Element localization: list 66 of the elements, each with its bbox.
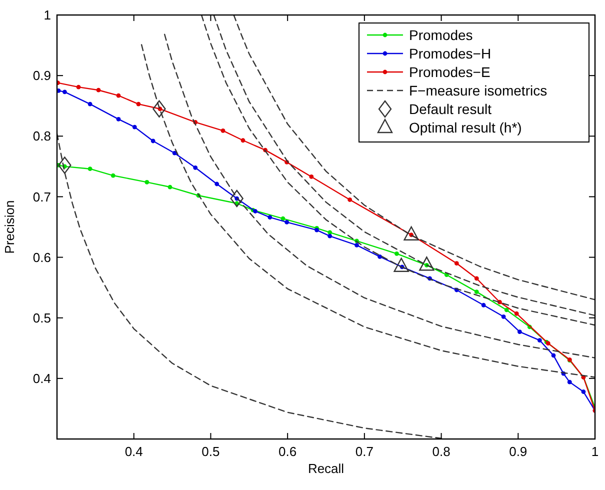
point xyxy=(253,209,258,214)
point xyxy=(551,353,556,358)
point xyxy=(481,302,486,308)
x-tick-label: 0.5 xyxy=(202,444,220,459)
y-tick-label: 0.8 xyxy=(32,128,51,144)
point xyxy=(501,314,506,319)
point xyxy=(348,198,352,202)
x-tick-label: 0.4 xyxy=(124,444,143,459)
y-axis-title: Precision xyxy=(2,200,17,254)
point xyxy=(96,88,101,92)
legend-label: F−measure isometrics xyxy=(409,82,548,98)
legend-label: Promodes−E xyxy=(409,64,490,80)
legend-label: Default result xyxy=(409,100,492,117)
point xyxy=(220,128,226,133)
y-tick-label: 1 xyxy=(44,8,51,23)
y-tick-label: 0.7 xyxy=(32,189,51,204)
point xyxy=(309,174,314,179)
point xyxy=(230,190,244,208)
point xyxy=(58,156,72,174)
point xyxy=(581,390,586,394)
point xyxy=(240,138,246,143)
point xyxy=(517,330,522,334)
point xyxy=(284,220,290,224)
x-axis-title: Recall xyxy=(308,461,344,476)
point xyxy=(504,308,509,312)
point xyxy=(57,88,61,93)
x-tick-label: 0.9 xyxy=(509,444,528,459)
legend-label: Promodes xyxy=(409,26,473,43)
x-tick-label: 0.8 xyxy=(432,444,450,459)
point xyxy=(268,215,272,220)
legend-label: Optimal result (h*) xyxy=(409,119,522,136)
y-tick-label: 0.9 xyxy=(32,68,51,84)
point xyxy=(152,100,166,118)
x-tick-label: 1 xyxy=(591,444,599,459)
point xyxy=(378,254,382,259)
point xyxy=(168,184,172,190)
point xyxy=(76,84,81,90)
point xyxy=(567,380,572,384)
point xyxy=(110,173,116,178)
x-tick-label: 0.7 xyxy=(355,444,374,459)
point xyxy=(354,242,359,248)
point xyxy=(193,165,198,170)
point xyxy=(136,102,141,106)
point xyxy=(62,90,67,94)
point xyxy=(88,166,92,172)
point xyxy=(514,311,519,316)
point xyxy=(116,116,121,122)
y-tick-label: 0.4 xyxy=(32,370,51,386)
point xyxy=(116,93,121,98)
y-tick-label: 0.6 xyxy=(32,250,51,265)
point xyxy=(150,138,156,144)
y-tick-label: 0.5 xyxy=(32,310,51,326)
point xyxy=(474,276,479,281)
point xyxy=(88,102,92,106)
point xyxy=(394,251,399,256)
point xyxy=(144,180,150,184)
point xyxy=(172,150,177,156)
point xyxy=(454,261,459,266)
point xyxy=(328,234,332,238)
point xyxy=(214,182,220,186)
point xyxy=(537,338,542,342)
legend-label: Promodes−H xyxy=(409,45,492,62)
point xyxy=(474,290,479,294)
point xyxy=(419,256,434,271)
point xyxy=(132,124,137,130)
x-tick-label: 0.6 xyxy=(278,444,297,459)
